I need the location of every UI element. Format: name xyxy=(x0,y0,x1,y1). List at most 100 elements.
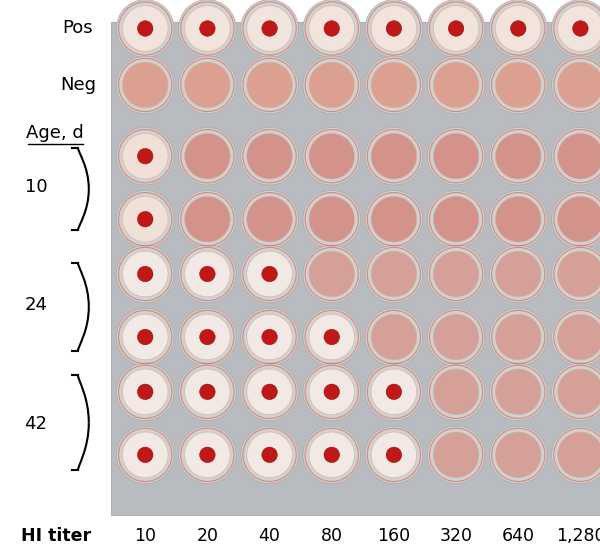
Ellipse shape xyxy=(496,62,541,108)
Ellipse shape xyxy=(490,245,547,303)
Ellipse shape xyxy=(303,56,361,114)
Ellipse shape xyxy=(433,251,479,297)
Ellipse shape xyxy=(137,447,153,463)
Text: 1,280: 1,280 xyxy=(556,527,600,545)
Ellipse shape xyxy=(490,308,547,366)
Ellipse shape xyxy=(247,5,292,52)
Ellipse shape xyxy=(324,329,340,345)
Ellipse shape xyxy=(309,62,355,108)
Ellipse shape xyxy=(324,21,340,36)
Ellipse shape xyxy=(303,308,361,366)
Ellipse shape xyxy=(371,62,417,108)
Ellipse shape xyxy=(122,432,168,478)
Ellipse shape xyxy=(179,56,236,114)
Ellipse shape xyxy=(303,426,361,484)
Ellipse shape xyxy=(116,190,174,248)
Ellipse shape xyxy=(309,196,355,242)
Ellipse shape xyxy=(247,314,292,360)
Ellipse shape xyxy=(371,133,417,179)
Ellipse shape xyxy=(557,5,600,52)
Ellipse shape xyxy=(179,363,236,421)
Ellipse shape xyxy=(309,5,355,52)
Ellipse shape xyxy=(365,363,423,421)
Ellipse shape xyxy=(496,369,541,415)
Ellipse shape xyxy=(200,329,215,345)
Ellipse shape xyxy=(386,447,401,463)
Ellipse shape xyxy=(303,0,361,58)
Ellipse shape xyxy=(200,447,215,463)
Ellipse shape xyxy=(122,196,168,242)
Ellipse shape xyxy=(551,0,600,58)
Ellipse shape xyxy=(551,56,600,114)
Ellipse shape xyxy=(241,308,298,366)
Ellipse shape xyxy=(427,245,485,303)
Ellipse shape xyxy=(241,56,298,114)
Ellipse shape xyxy=(185,369,230,415)
Ellipse shape xyxy=(490,0,547,58)
Ellipse shape xyxy=(241,127,298,185)
Text: 10: 10 xyxy=(134,527,156,545)
Ellipse shape xyxy=(262,447,277,463)
Ellipse shape xyxy=(511,21,526,36)
Ellipse shape xyxy=(179,190,236,248)
Ellipse shape xyxy=(433,196,479,242)
Ellipse shape xyxy=(365,56,423,114)
Ellipse shape xyxy=(427,363,485,421)
Ellipse shape xyxy=(137,149,153,164)
Ellipse shape xyxy=(185,196,230,242)
Ellipse shape xyxy=(496,314,541,360)
Ellipse shape xyxy=(551,363,600,421)
Ellipse shape xyxy=(557,62,600,108)
Ellipse shape xyxy=(557,314,600,360)
Text: Age, d: Age, d xyxy=(26,124,84,142)
Ellipse shape xyxy=(433,5,479,52)
Ellipse shape xyxy=(185,432,230,478)
Text: 42: 42 xyxy=(25,415,47,432)
Ellipse shape xyxy=(241,363,298,421)
Ellipse shape xyxy=(137,21,153,36)
Ellipse shape xyxy=(433,62,479,108)
Ellipse shape xyxy=(262,329,277,345)
Ellipse shape xyxy=(433,133,479,179)
Text: 40: 40 xyxy=(259,527,281,545)
Ellipse shape xyxy=(496,5,541,52)
Ellipse shape xyxy=(185,251,230,297)
Ellipse shape xyxy=(137,212,153,227)
Ellipse shape xyxy=(122,369,168,415)
Ellipse shape xyxy=(386,21,401,36)
Ellipse shape xyxy=(179,0,236,58)
Ellipse shape xyxy=(262,21,277,36)
Ellipse shape xyxy=(116,0,174,58)
Ellipse shape xyxy=(303,245,361,303)
Ellipse shape xyxy=(247,133,292,179)
Ellipse shape xyxy=(200,266,215,282)
Ellipse shape xyxy=(433,314,479,360)
Text: 80: 80 xyxy=(321,527,343,545)
Ellipse shape xyxy=(551,190,600,248)
Text: 320: 320 xyxy=(440,527,473,545)
Ellipse shape xyxy=(371,251,417,297)
Ellipse shape xyxy=(116,308,174,366)
Text: 20: 20 xyxy=(196,527,218,545)
Ellipse shape xyxy=(309,369,355,415)
Ellipse shape xyxy=(448,21,464,36)
Text: Pos: Pos xyxy=(62,20,94,37)
Ellipse shape xyxy=(371,196,417,242)
Ellipse shape xyxy=(496,196,541,242)
Ellipse shape xyxy=(247,432,292,478)
Ellipse shape xyxy=(490,363,547,421)
Ellipse shape xyxy=(490,127,547,185)
Ellipse shape xyxy=(122,5,168,52)
Ellipse shape xyxy=(185,62,230,108)
Ellipse shape xyxy=(247,196,292,242)
Ellipse shape xyxy=(309,133,355,179)
Ellipse shape xyxy=(551,308,600,366)
Ellipse shape xyxy=(309,432,355,478)
Ellipse shape xyxy=(262,266,277,282)
Ellipse shape xyxy=(309,251,355,297)
Ellipse shape xyxy=(427,56,485,114)
Ellipse shape xyxy=(365,426,423,484)
Ellipse shape xyxy=(427,426,485,484)
Ellipse shape xyxy=(427,0,485,58)
Ellipse shape xyxy=(122,133,168,179)
